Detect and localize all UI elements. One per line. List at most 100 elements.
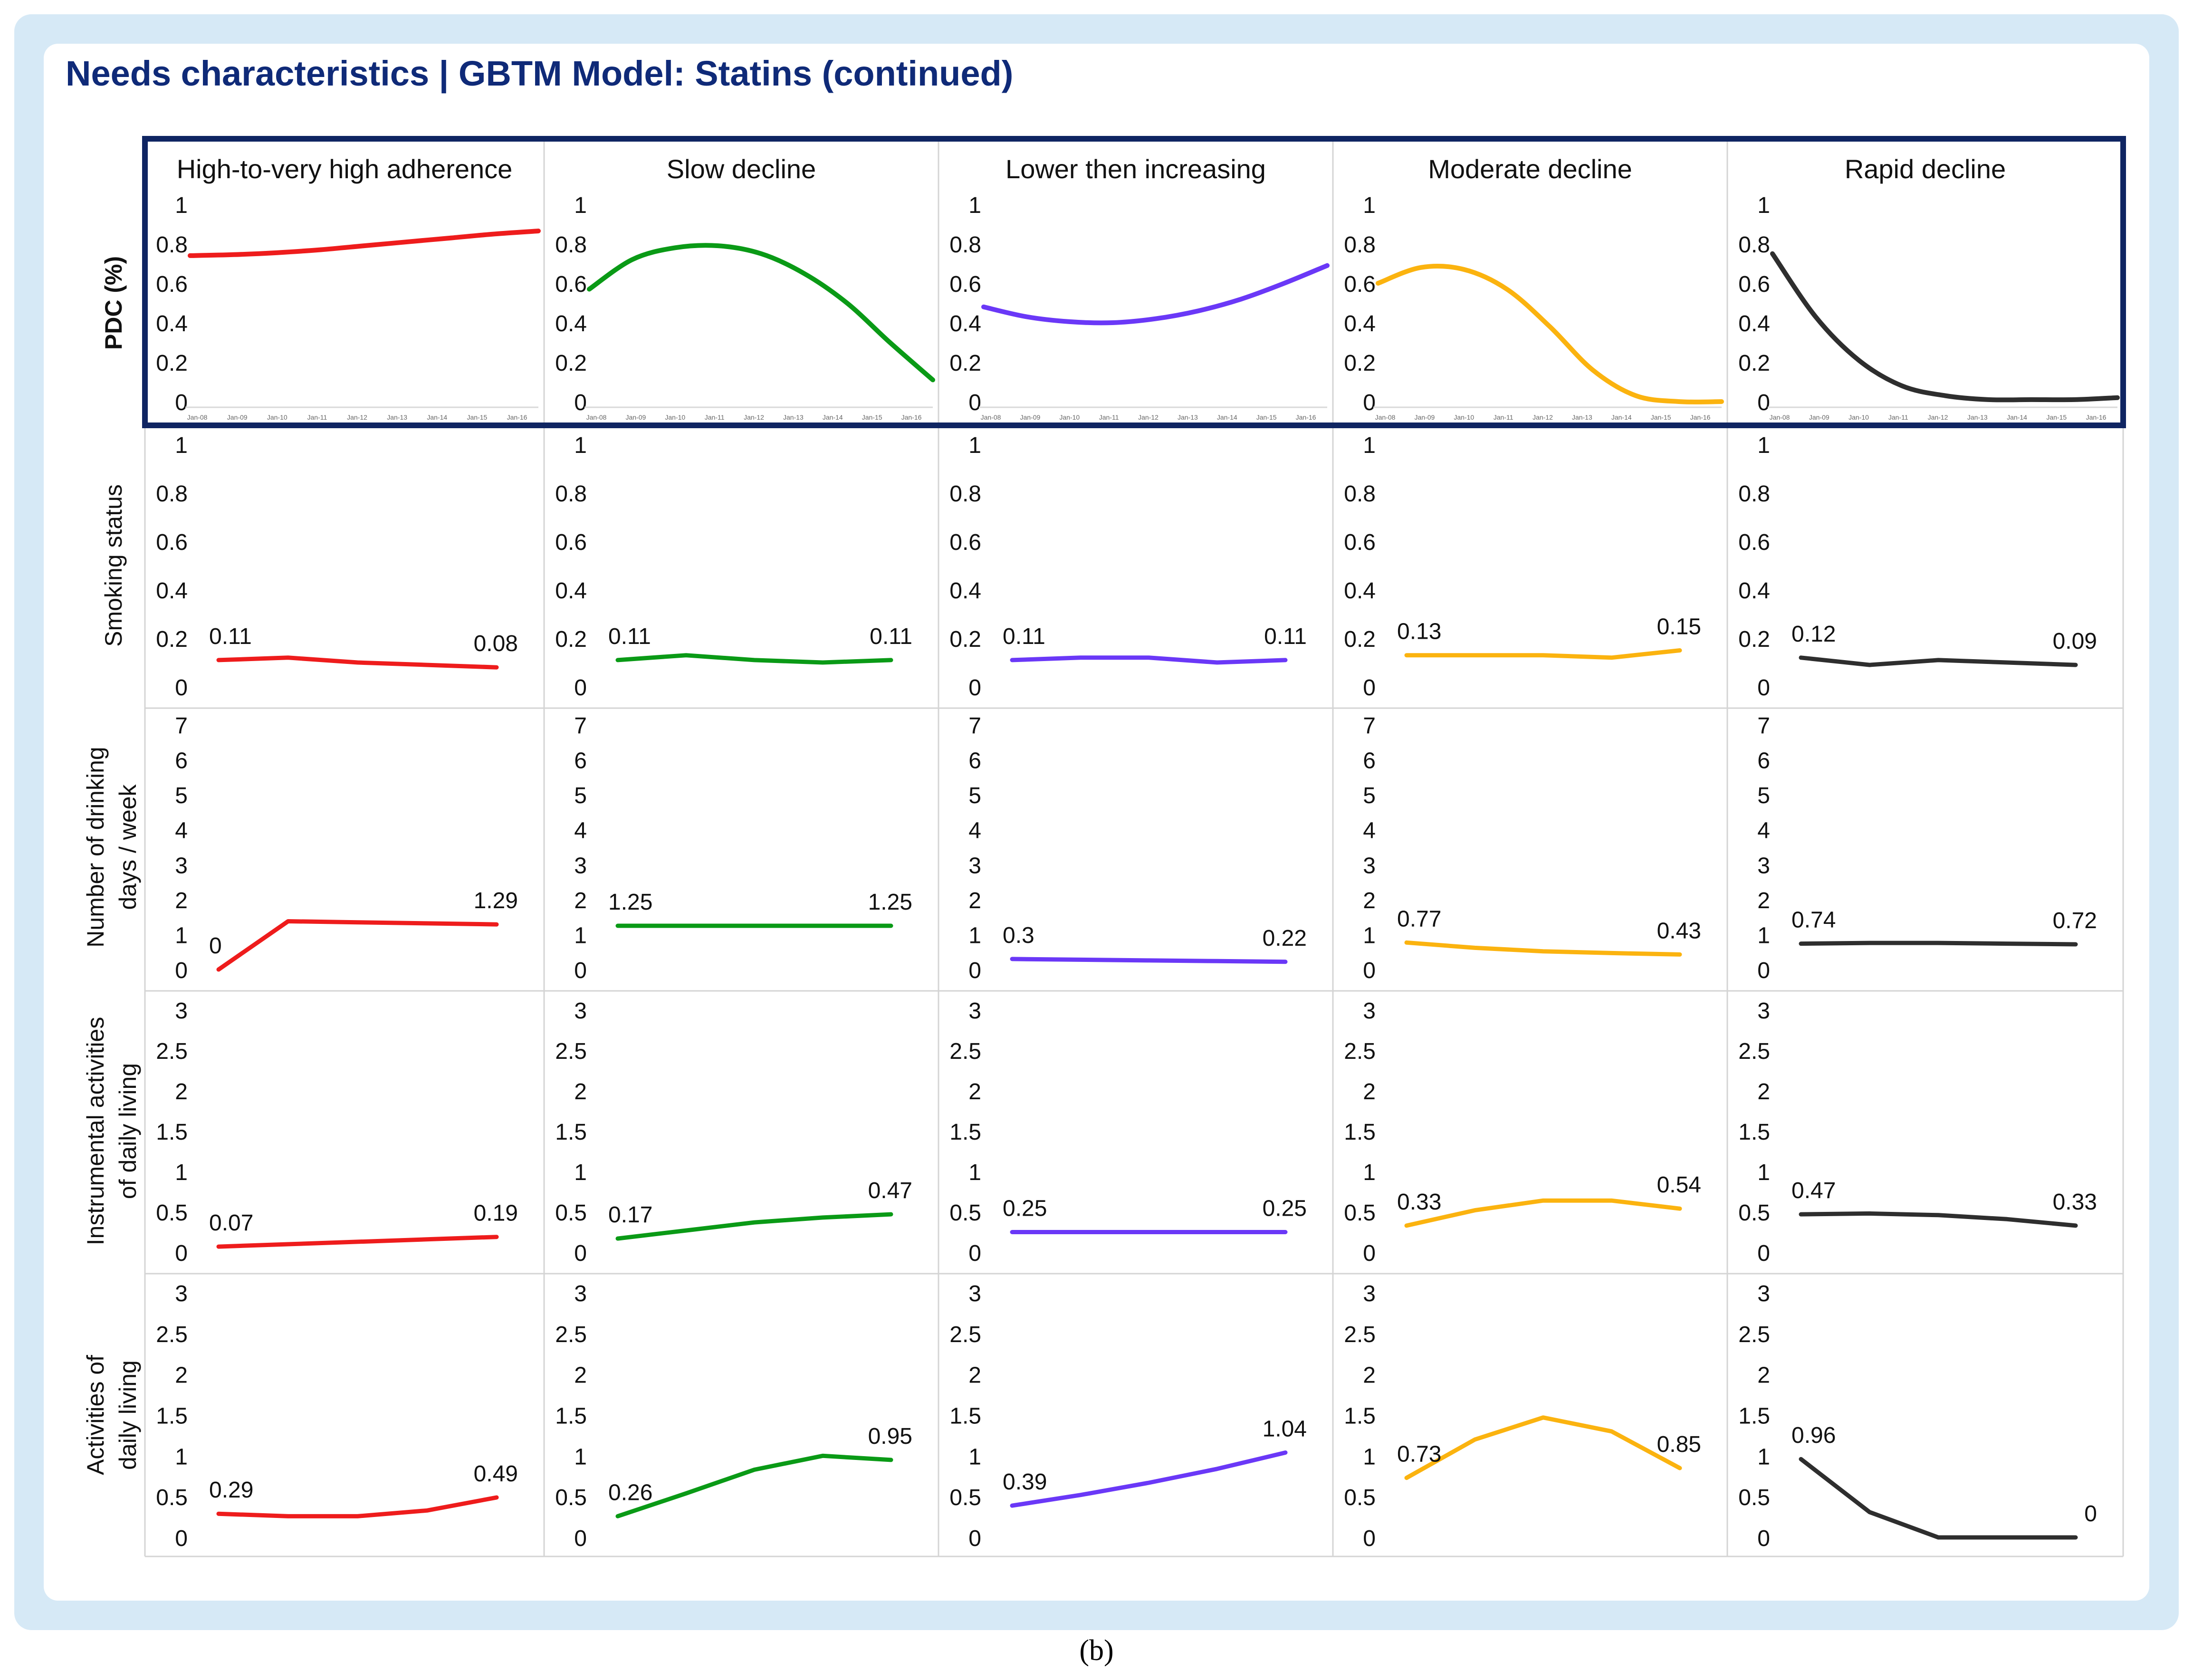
x-tick-label: Jan-12 (1928, 413, 1948, 421)
y-tick-label: 0.4 (949, 578, 981, 604)
row-label-line: daily living (115, 1360, 141, 1470)
x-tick-label: Jan-14 (1611, 413, 1632, 421)
y-tick-label: 2 (1757, 1363, 1770, 1388)
y-tick-label: 0.6 (1738, 530, 1770, 555)
row-label: Instrumental activities of daily living (82, 1017, 141, 1246)
series-line (1010, 957, 1288, 964)
data-label-start: 0.11 (608, 624, 651, 649)
y-tick-label: 2 (175, 888, 188, 913)
y-tick-label: 0 (574, 1526, 587, 1551)
x-tick-label: Jan-13 (1967, 413, 1988, 421)
y-tick-label: 0.4 (555, 578, 587, 604)
y-tick-label: 1.5 (555, 1404, 587, 1429)
y-tick-label: 2.5 (1738, 1039, 1770, 1064)
row-label-line: days / week (115, 784, 141, 910)
y-tick-label: 0.6 (156, 272, 188, 297)
y-tick-label: 0.6 (949, 530, 981, 555)
x-tick-label: Jan-09 (227, 413, 248, 421)
series-line (1376, 263, 1724, 404)
series-line (1404, 648, 1682, 660)
x-tick-label: Jan-15 (862, 413, 882, 421)
y-tick-label: 3 (1757, 853, 1770, 878)
y-tick-label: 0.8 (156, 232, 188, 258)
y-tick-label: 0 (175, 390, 188, 415)
y-tick-label: 2.5 (156, 1039, 188, 1064)
x-tick-label: Jan-10 (267, 413, 287, 421)
row-label-line: Instrumental activities (82, 1017, 109, 1246)
x-tick-label: Jan-14 (1217, 413, 1237, 421)
y-tick-label: 0.6 (949, 272, 981, 297)
data-label-end: 1.25 (868, 890, 912, 915)
data-label-start: 0.47 (1791, 1178, 1836, 1203)
x-tick-label: Jan-16 (901, 413, 922, 421)
figure-title: Needs characteristics | GBTM Model: Stat… (66, 54, 1014, 93)
y-tick-label: 0.2 (1738, 627, 1770, 652)
y-tick-label: 7 (968, 713, 981, 739)
x-tick-label: Jan-11 (1494, 413, 1513, 421)
y-tick-label: 0.5 (1344, 1485, 1376, 1510)
y-tick-label: 7 (175, 713, 188, 739)
series-line (615, 653, 893, 665)
x-tick-label: Jan-12 (1138, 413, 1159, 421)
y-tick-label: 3 (1363, 853, 1376, 878)
x-tick-label: Jan-13 (1178, 413, 1198, 421)
x-tick-label: Jan-12 (347, 413, 367, 421)
x-tick-label: Jan-08 (1770, 413, 1790, 421)
series-line (1404, 1415, 1682, 1480)
y-tick-label: 1.5 (1738, 1404, 1770, 1429)
y-tick-label: 1 (1757, 193, 1770, 218)
data-label-start: 0.74 (1791, 908, 1836, 933)
y-tick-label: 0.6 (1344, 530, 1376, 555)
y-tick-label: 0 (968, 390, 981, 415)
column-header: Lower then increasing (1006, 154, 1266, 184)
x-tick-label: Jan-16 (507, 413, 527, 421)
row-label-line: PDC (%) (100, 256, 127, 350)
data-label-end: 0.22 (1263, 926, 1307, 951)
x-tick-label: Jan-13 (783, 413, 804, 421)
series-line (615, 1212, 893, 1241)
data-label-end: 1.04 (1263, 1416, 1307, 1441)
y-tick-label: 1.5 (555, 1120, 587, 1145)
y-tick-label: 0.2 (1344, 627, 1376, 652)
y-tick-label: 2.5 (1738, 1322, 1770, 1347)
y-tick-label: 3 (1363, 1281, 1376, 1306)
data-label-start: 0.17 (608, 1202, 652, 1228)
y-tick-label: 0.8 (1738, 232, 1770, 258)
y-tick-label: 2 (1363, 1079, 1376, 1104)
data-label-end: 0.72 (2053, 908, 2097, 933)
y-tick-label: 0 (175, 675, 188, 701)
data-label-start: 0.07 (209, 1210, 253, 1236)
data-label-end: 0.15 (1657, 614, 1701, 640)
data-label-end: 1.29 (474, 888, 518, 913)
y-tick-label: 0.6 (1344, 272, 1376, 297)
y-tick-label: 0.5 (1738, 1485, 1770, 1510)
row-label-line: Number of drinking (82, 747, 109, 947)
y-tick-label: 0.8 (555, 232, 587, 258)
y-tick-label: 0.5 (156, 1200, 188, 1226)
x-tick-label: Jan-14 (2007, 413, 2027, 421)
data-label-end: 0.19 (474, 1201, 518, 1226)
row-label: Activities of daily living (82, 1355, 141, 1475)
row-label-line: Smoking status (100, 484, 127, 647)
y-tick-label: 0 (968, 1526, 981, 1551)
y-tick-label: 1.5 (1738, 1120, 1770, 1145)
x-tick-label: Jan-09 (625, 413, 646, 421)
y-tick-label: 0 (1363, 958, 1376, 983)
series-line (1799, 1457, 2078, 1540)
y-tick-label: 6 (1363, 749, 1376, 774)
data-label-end: 0.09 (2053, 629, 2097, 654)
y-tick-label: 6 (175, 749, 188, 774)
y-tick-label: 2 (574, 888, 587, 913)
x-tick-label: Jan-13 (1572, 413, 1592, 421)
figure-caption: (b) (1079, 1634, 1114, 1667)
y-tick-label: 1 (574, 193, 587, 218)
y-tick-label: 0.8 (949, 232, 981, 258)
y-tick-label: 1 (1363, 433, 1376, 458)
series-line (587, 243, 935, 383)
data-label-end: 0 (2084, 1501, 2097, 1526)
data-label-end: 0.11 (1264, 624, 1307, 649)
y-tick-label: 0 (574, 958, 587, 983)
y-tick-label: 0.5 (949, 1200, 981, 1226)
x-tick-label: Jan-08 (1375, 413, 1396, 421)
